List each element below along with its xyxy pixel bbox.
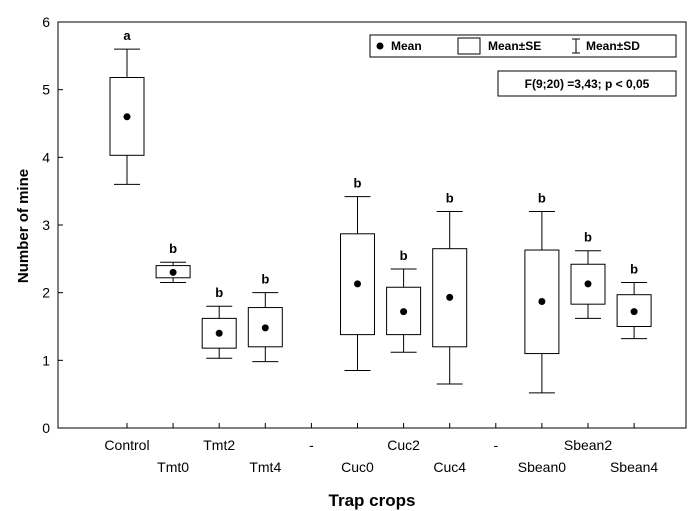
significance-letter: b [354,176,362,191]
group-sbean0 [524,210,560,394]
significance-letters: a b b b b b b b b b [123,28,638,300]
y-tick-label: 0 [42,420,50,436]
x-category-label: Cuc0 [341,459,374,475]
significance-letter: b [215,285,223,300]
x-category-label: Control [104,437,149,453]
x-category-label: Cuc4 [433,459,466,475]
stat-annotation-frame [497,70,677,97]
x-category-label: Cuc2 [387,437,420,453]
group-cuc2 [386,268,422,353]
x-axis: Control Tmt0 Tmt2 Tmt4 - Cuc0 Cuc2 Cuc4 - Sbean0 S… [104,423,658,475]
significance-letter: b [261,272,269,287]
mean-point [400,308,408,316]
mean-point [123,113,131,121]
legend-sd-label: Mean±SD [586,39,640,53]
significance-letter: b [630,262,638,277]
group-cuc4 [432,210,468,385]
legend-se-marker [457,37,481,55]
group-sbean2 [570,250,606,319]
group-control [109,48,145,185]
legend: Mean Mean±SE Mean±SD [369,34,677,58]
x-category-label: Sbean4 [610,459,658,475]
x-category-label: Sbean0 [518,459,566,475]
stat-annotation: F(9;20) =3,43; p < 0,05 [497,70,677,97]
y-tick-label: 2 [42,285,50,301]
x-category-label: - [493,437,498,453]
x-category-label: - [309,437,314,453]
group-tmt2 [201,305,237,359]
mean-point [354,280,361,288]
y-tick-label: 3 [42,217,50,233]
mean-point [261,324,269,332]
legend-sd-marker [572,38,580,54]
se-box [616,294,652,327]
y-axis-title: Number of mine [15,169,32,283]
y-tick-label: 4 [42,149,50,165]
legend-frame [369,34,677,58]
group-tmt0 [155,261,191,284]
group-tmt4 [247,292,283,363]
y-tick-label: 1 [42,352,50,368]
mean-point [169,268,177,276]
legend-se-label: Mean±SE [488,39,541,53]
x-axis-title: Trap crops [329,491,416,510]
mean-point [630,308,638,316]
group-sbean4 [616,282,652,340]
y-axis: 0 1 2 3 4 5 6 [42,14,63,436]
significance-letter: a [123,28,131,43]
group-cuc0 [340,196,375,371]
x-category-label: Tmt0 [157,459,189,475]
mean-point [584,280,592,288]
significance-letter: b [584,230,592,245]
mean-point [446,293,454,301]
y-tick-label: 6 [42,14,50,30]
x-category-label: Tmt4 [249,459,281,475]
mean-point [215,329,223,337]
significance-letter: b [446,190,454,205]
x-category-label: Tmt2 [203,437,235,453]
x-category-label: Sbean2 [564,437,612,453]
stat-annotation-text: F(9;20) =3,43; p < 0,05 [525,77,650,91]
significance-letter: b [400,248,408,263]
significance-letter: b [169,241,177,256]
y-tick-label: 5 [42,82,50,98]
data-groups [109,48,652,394]
legend-mean-label: Mean [391,39,422,53]
mean-point [538,297,546,305]
legend-mean-marker [376,42,384,50]
significance-letter: b [538,190,546,205]
